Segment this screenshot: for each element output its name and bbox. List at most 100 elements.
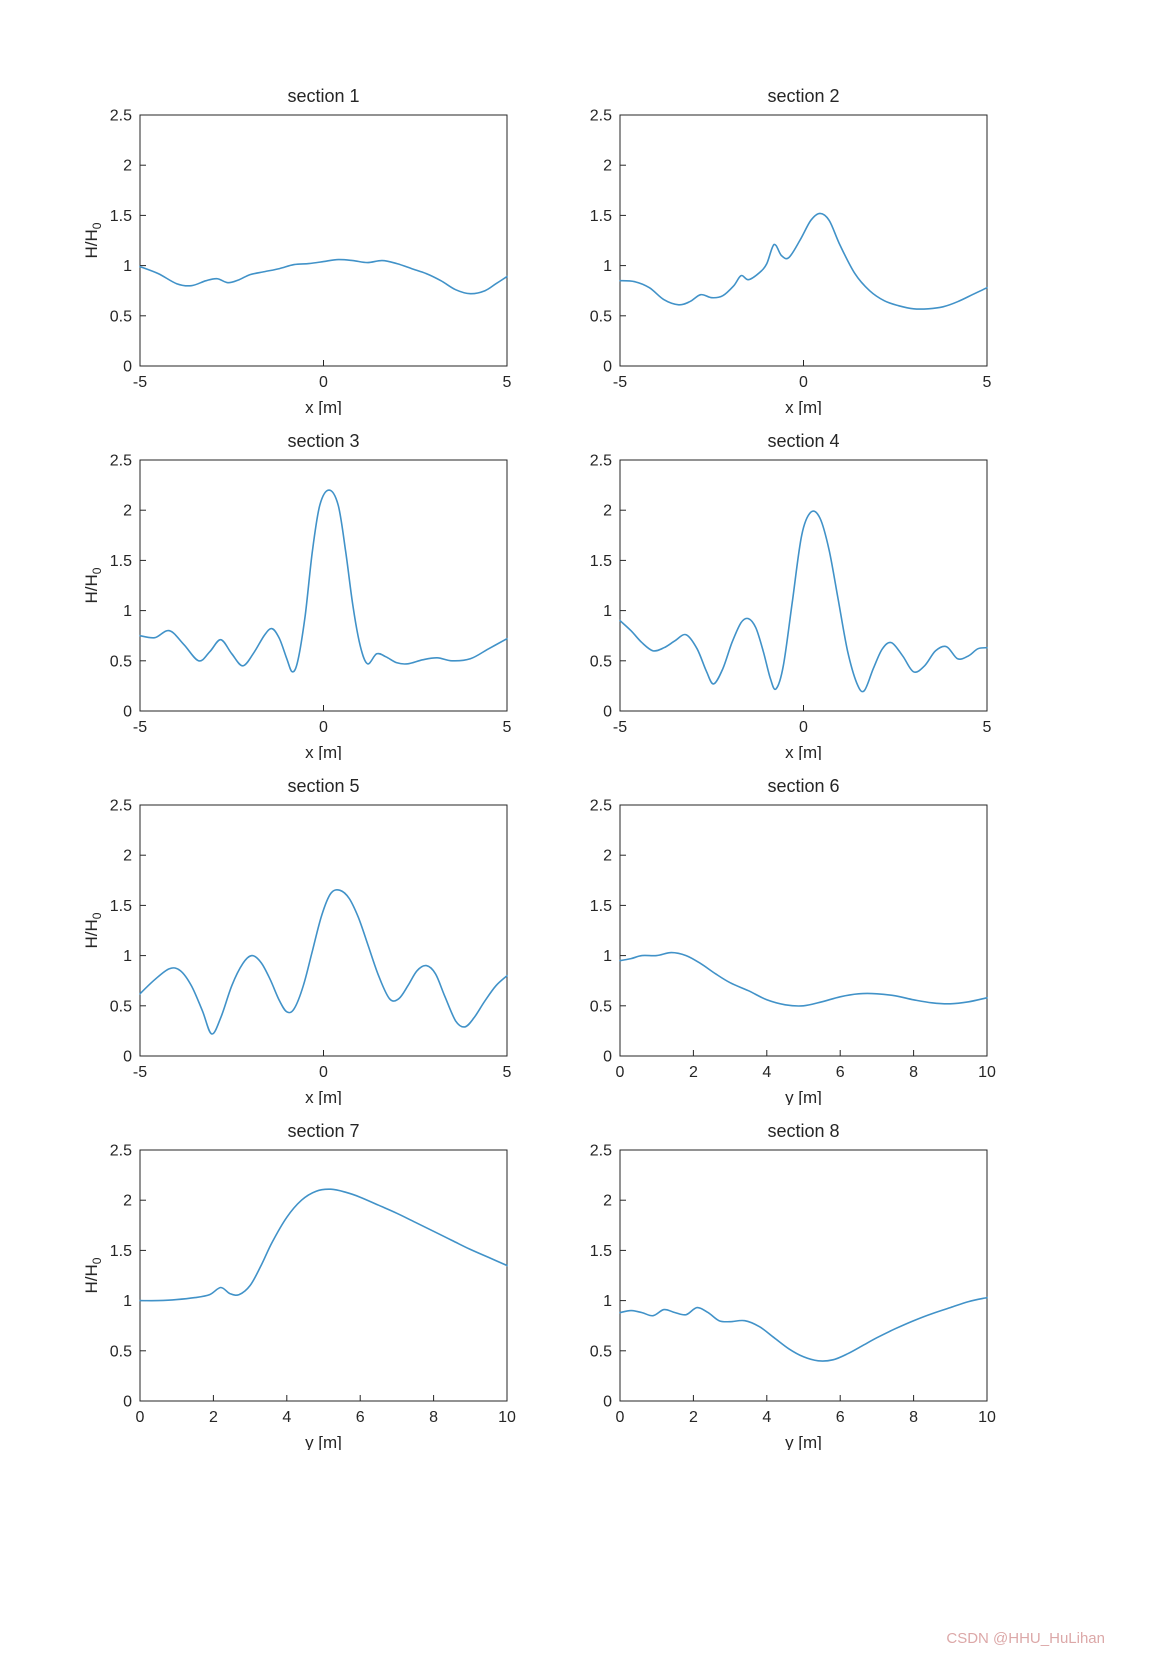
y-tick-label: 0 — [123, 359, 132, 376]
chart-svg: 0 2 4 6 8 10 0 0.5 1 1.5 2 2.5 section 6 y [m] — [590, 776, 996, 1107]
chart-title: section 5 — [287, 776, 359, 796]
y-tick-label: 2.5 — [590, 108, 612, 125]
x-tick-label: 0 — [136, 1409, 145, 1426]
chart-title: section 8 — [767, 1121, 839, 1141]
x-tick-label: 6 — [836, 1064, 845, 1081]
x-axis-label: x [m] — [785, 743, 822, 760]
x-axis-label: x [m] — [785, 398, 822, 415]
x-tick-label: 2 — [689, 1409, 698, 1426]
x-axis-label: y [m] — [305, 1433, 342, 1450]
x-tick-label: 6 — [836, 1409, 845, 1426]
y-tick-label: 0 — [123, 704, 132, 721]
x-axis-label: x [m] — [305, 398, 342, 415]
x-tick-label: 5 — [983, 719, 992, 736]
y-tick-label: 2 — [123, 503, 132, 520]
y-tick-label: 1.5 — [590, 898, 612, 915]
y-tick-label: 1 — [123, 1293, 132, 1310]
y-tick-label: 2 — [603, 1193, 612, 1210]
y-tick-label: 0.5 — [110, 998, 132, 1015]
chart-title: section 6 — [767, 776, 839, 796]
y-tick-label: 0.5 — [110, 1343, 132, 1360]
plot-box — [139, 114, 508, 367]
x-axis-label: y [m] — [785, 1433, 822, 1450]
y-tick-label: 2 — [123, 1193, 132, 1210]
y-tick-label: 1 — [123, 258, 132, 275]
y-tick-label: 0.5 — [590, 653, 612, 670]
x-tick-label: 2 — [689, 1064, 698, 1081]
chart-title: section 4 — [767, 431, 839, 451]
data-line — [139, 258, 508, 295]
data-line — [619, 510, 988, 693]
x-tick-label: 0 — [319, 719, 328, 736]
x-tick-label: 2 — [209, 1409, 218, 1426]
y-tick-label: 1 — [603, 603, 612, 620]
x-tick-label: 10 — [978, 1064, 996, 1081]
chart-svg: 0 2 4 6 8 10 0 0.5 1 1.5 2 2.5 section 8 y [m] — [590, 1121, 996, 1452]
y-tick-label: 1.5 — [110, 898, 132, 915]
x-tick-label: 4 — [282, 1409, 291, 1426]
y-tick-label: 2.5 — [590, 453, 612, 470]
plot-box — [139, 459, 508, 712]
data-line — [139, 1188, 508, 1302]
y-tick-label: 0.5 — [590, 1343, 612, 1360]
x-tick-label: 10 — [978, 1409, 996, 1426]
x-tick-label: -5 — [133, 1064, 147, 1081]
chart-svg: 0 2 4 6 8 10 0 0.5 1 1.5 2 2.5 section 7 y [m] H/H0 — [82, 1121, 516, 1452]
chart-title: section 1 — [287, 86, 359, 106]
y-tick-label: 0 — [603, 1049, 612, 1066]
x-tick-label: 8 — [909, 1409, 918, 1426]
x-tick-label: 0 — [616, 1064, 625, 1081]
y-tick-label: 1 — [123, 603, 132, 620]
y-tick-label: 0 — [603, 359, 612, 376]
y-tick-label: 0 — [603, 1394, 612, 1411]
data-line — [139, 889, 508, 1035]
x-tick-label: 4 — [762, 1409, 771, 1426]
data-line — [619, 212, 988, 310]
y-tick-label: 0.5 — [590, 998, 612, 1015]
y-tick-label: 0 — [123, 1394, 132, 1411]
x-tick-label: 4 — [762, 1064, 771, 1081]
y-tick-label: 2 — [123, 848, 132, 865]
chart-section-7: 0 2 4 6 8 10 0 0.5 1 1.5 2 2.5 section 7 y [m] H/H0 — [55, 1105, 535, 1452]
y-tick-label: 1 — [603, 1293, 612, 1310]
y-axis-label: H/H0 — [82, 222, 104, 258]
x-tick-label: 0 — [319, 374, 328, 391]
x-axis-label: x [m] — [305, 1088, 342, 1105]
y-tick-label: 2.5 — [110, 1143, 132, 1160]
plot-box — [619, 459, 988, 712]
y-axis-label: H/H0 — [82, 1257, 104, 1293]
x-tick-label: 0 — [799, 719, 808, 736]
y-tick-label: 0.5 — [110, 653, 132, 670]
y-tick-label: 2 — [603, 158, 612, 175]
x-tick-label: 0 — [616, 1409, 625, 1426]
csdn-watermark: CSDN @HHU_HuLihan — [946, 1630, 1105, 1647]
x-tick-label: 5 — [503, 1064, 512, 1081]
y-tick-label: 2.5 — [590, 798, 612, 815]
chart-title: section 3 — [287, 431, 359, 451]
data-line — [619, 951, 988, 1007]
plot-box — [139, 1149, 508, 1402]
data-line — [139, 489, 508, 673]
y-tick-label: 2.5 — [110, 453, 132, 470]
y-tick-label: 2 — [603, 503, 612, 520]
y-tick-label: 1 — [603, 948, 612, 965]
y-tick-label: 1.5 — [110, 553, 132, 570]
y-axis-label: H/H0 — [82, 912, 104, 948]
y-tick-label: 2.5 — [110, 798, 132, 815]
chart-title: section 7 — [287, 1121, 359, 1141]
chart-section-6: 0 2 4 6 8 10 0 0.5 1 1.5 2 2.5 section 6 y [m] — [535, 760, 1015, 1107]
x-tick-label: 8 — [429, 1409, 438, 1426]
x-tick-label: 6 — [356, 1409, 365, 1426]
y-tick-label: 0 — [123, 1049, 132, 1066]
y-tick-label: 1.5 — [110, 208, 132, 225]
y-tick-label: 2 — [603, 848, 612, 865]
x-axis-label: x [m] — [305, 743, 342, 760]
x-axis-label: y [m] — [785, 1088, 822, 1105]
